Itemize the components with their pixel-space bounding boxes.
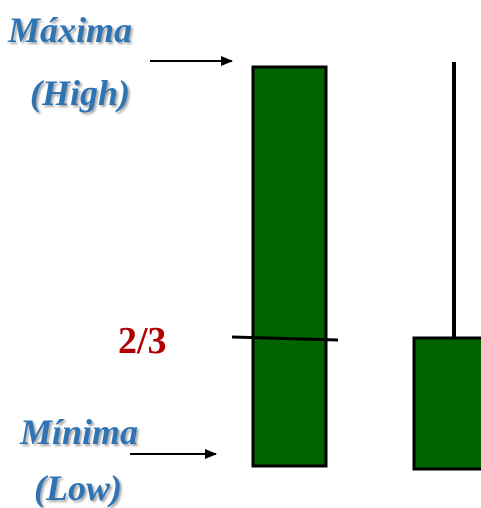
left-candle-body [251, 65, 328, 468]
two-thirds-label: 2/3 [118, 320, 167, 362]
two-thirds-line [231, 335, 339, 342]
high-label-spanish: Máxima [8, 10, 133, 50]
high-label-english: (High) [30, 73, 131, 113]
right-candle-body [412, 336, 481, 471]
low-label-spanish: Mínima [20, 412, 139, 452]
low-label-english: (Low) [34, 468, 122, 508]
